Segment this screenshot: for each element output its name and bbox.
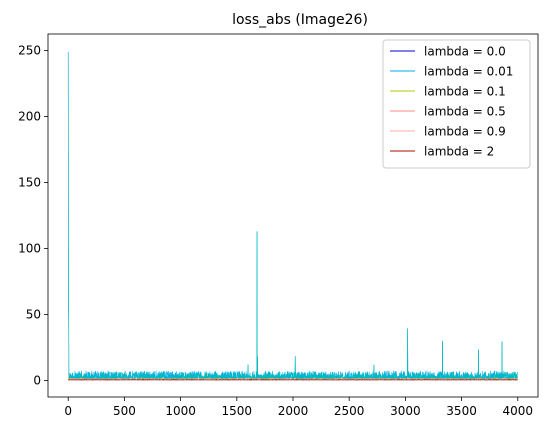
- legend-items: lambda = 0.0 lambda = 0.01 lambda = 0.1 lam…: [390, 45, 513, 159]
- legend-label: lambda = 0.1: [424, 85, 506, 99]
- x-tick-label: 2500: [334, 404, 365, 418]
- legend-label: lambda = 0.01: [424, 65, 513, 79]
- y-tick-label: 150: [18, 176, 41, 190]
- y-tick-label: 200: [18, 110, 41, 124]
- x-tick-label: 500: [113, 404, 136, 418]
- series-layer: [67, 51, 518, 381]
- legend-box: [382, 39, 531, 169]
- x-axis: 0 500 1000 1500 2000 2500 3000 3500 4000: [64, 397, 533, 418]
- legend-label: lambda = 0.5: [424, 105, 506, 119]
- legend-label: lambda = 0.9: [424, 125, 506, 139]
- y-tick-label: 250: [18, 44, 41, 58]
- y-tick-label: 0: [33, 374, 41, 388]
- x-tick-label: 1000: [165, 404, 196, 418]
- y-tick-label: 50: [26, 308, 41, 322]
- x-tick-label: 2000: [278, 404, 309, 418]
- x-tick-label: 4000: [502, 404, 533, 418]
- legend-label: lambda = 0.0: [424, 45, 506, 59]
- y-axis: 0 50 100 150 200 250: [18, 44, 48, 388]
- legend: lambda = 0.0 lambda = 0.01 lambda = 0.1 lam…: [382, 39, 531, 169]
- x-tick-label: 3000: [390, 404, 421, 418]
- x-tick-label: 1500: [222, 404, 253, 418]
- legend-label: lambda = 2: [424, 145, 494, 159]
- chart-title: loss_abs (Image26): [232, 12, 368, 28]
- y-tick-label: 100: [18, 242, 41, 256]
- series-line: [68, 378, 518, 381]
- x-tick-label: 3500: [446, 404, 477, 418]
- series-line-overlay: [67, 51, 518, 380]
- x-tick-label: 0: [64, 404, 72, 418]
